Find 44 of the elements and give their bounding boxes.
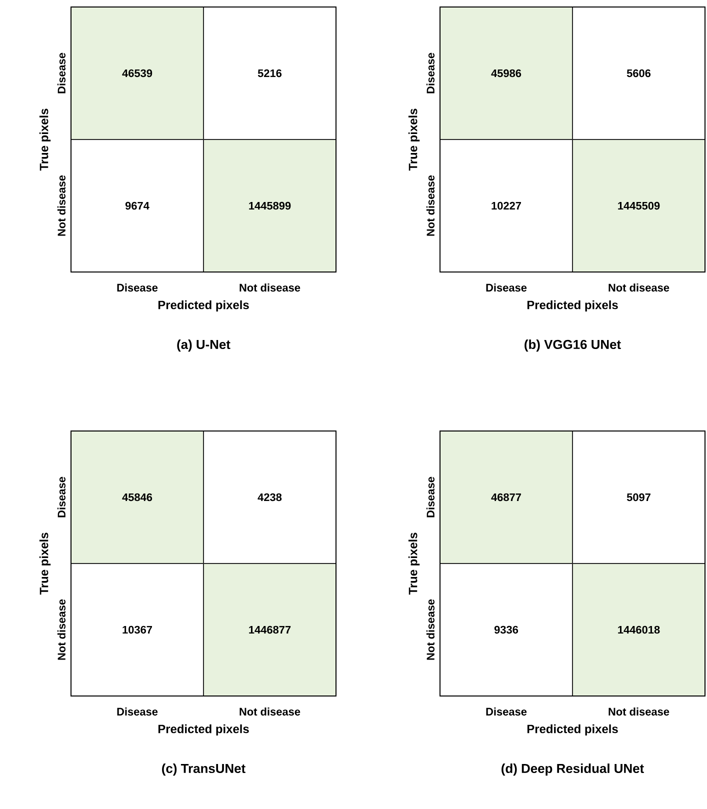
- x-tick-label: Disease: [486, 284, 527, 292]
- x-axis-title: Predicted pixels: [527, 724, 618, 736]
- x-axis-title: Predicted pixels: [158, 300, 249, 312]
- x-tick-label: Not disease: [240, 284, 300, 292]
- y-tick-label: Disease: [426, 52, 434, 94]
- data-label: 4238: [258, 493, 282, 502]
- x-tick-label: Disease: [117, 284, 158, 292]
- x-axis-title: Predicted pixels: [527, 300, 618, 312]
- data-label: 10227: [492, 202, 521, 210]
- data-label: 46877: [491, 493, 521, 502]
- data-label: 5216: [258, 69, 282, 78]
- x-axis-title: Predicted pixels: [158, 724, 249, 736]
- text: (b) VGG16 UNet: [524, 340, 621, 352]
- data-label: 46539: [122, 69, 152, 78]
- y-axis-title: True pixels: [39, 108, 51, 171]
- y-axis-title: True pixels: [408, 108, 420, 171]
- y-tick-label: Not disease: [57, 175, 66, 236]
- y-axis-title: True pixels: [39, 532, 51, 595]
- data-label: 1445899: [249, 202, 291, 210]
- x-tick-label: Not disease: [608, 284, 670, 292]
- data-label: 9674: [125, 202, 150, 210]
- data-label: 5606: [626, 69, 651, 78]
- data-label: 1446877: [249, 626, 291, 634]
- data-label: 45846: [122, 493, 152, 502]
- y-tick-label: Not disease: [426, 175, 434, 236]
- x-tick-label: Disease: [486, 708, 527, 716]
- text: (c) TransUNet: [162, 764, 246, 776]
- data-label: 9336: [494, 626, 518, 634]
- x-tick-label: Disease: [117, 708, 158, 716]
- y-tick-label: Disease: [426, 476, 434, 518]
- data-label: 10367: [122, 626, 152, 634]
- x-tick-label: Not disease: [608, 708, 670, 716]
- data-label: 45986: [491, 69, 522, 78]
- y-axis-title: True pixels: [408, 532, 420, 595]
- text: (a) U-Net: [177, 340, 230, 352]
- y-tick-label: Not disease: [426, 599, 434, 660]
- y-tick-label: Disease: [57, 476, 66, 518]
- data-label: 5097: [626, 493, 650, 502]
- y-tick-label: Not disease: [57, 599, 66, 660]
- x-tick-label: Not disease: [240, 708, 300, 716]
- data-label: 1445509: [618, 202, 660, 210]
- text: (d) Deep Residual UNet: [502, 764, 644, 776]
- data-label: 1446018: [618, 626, 660, 634]
- y-tick-label: Disease: [57, 52, 66, 94]
